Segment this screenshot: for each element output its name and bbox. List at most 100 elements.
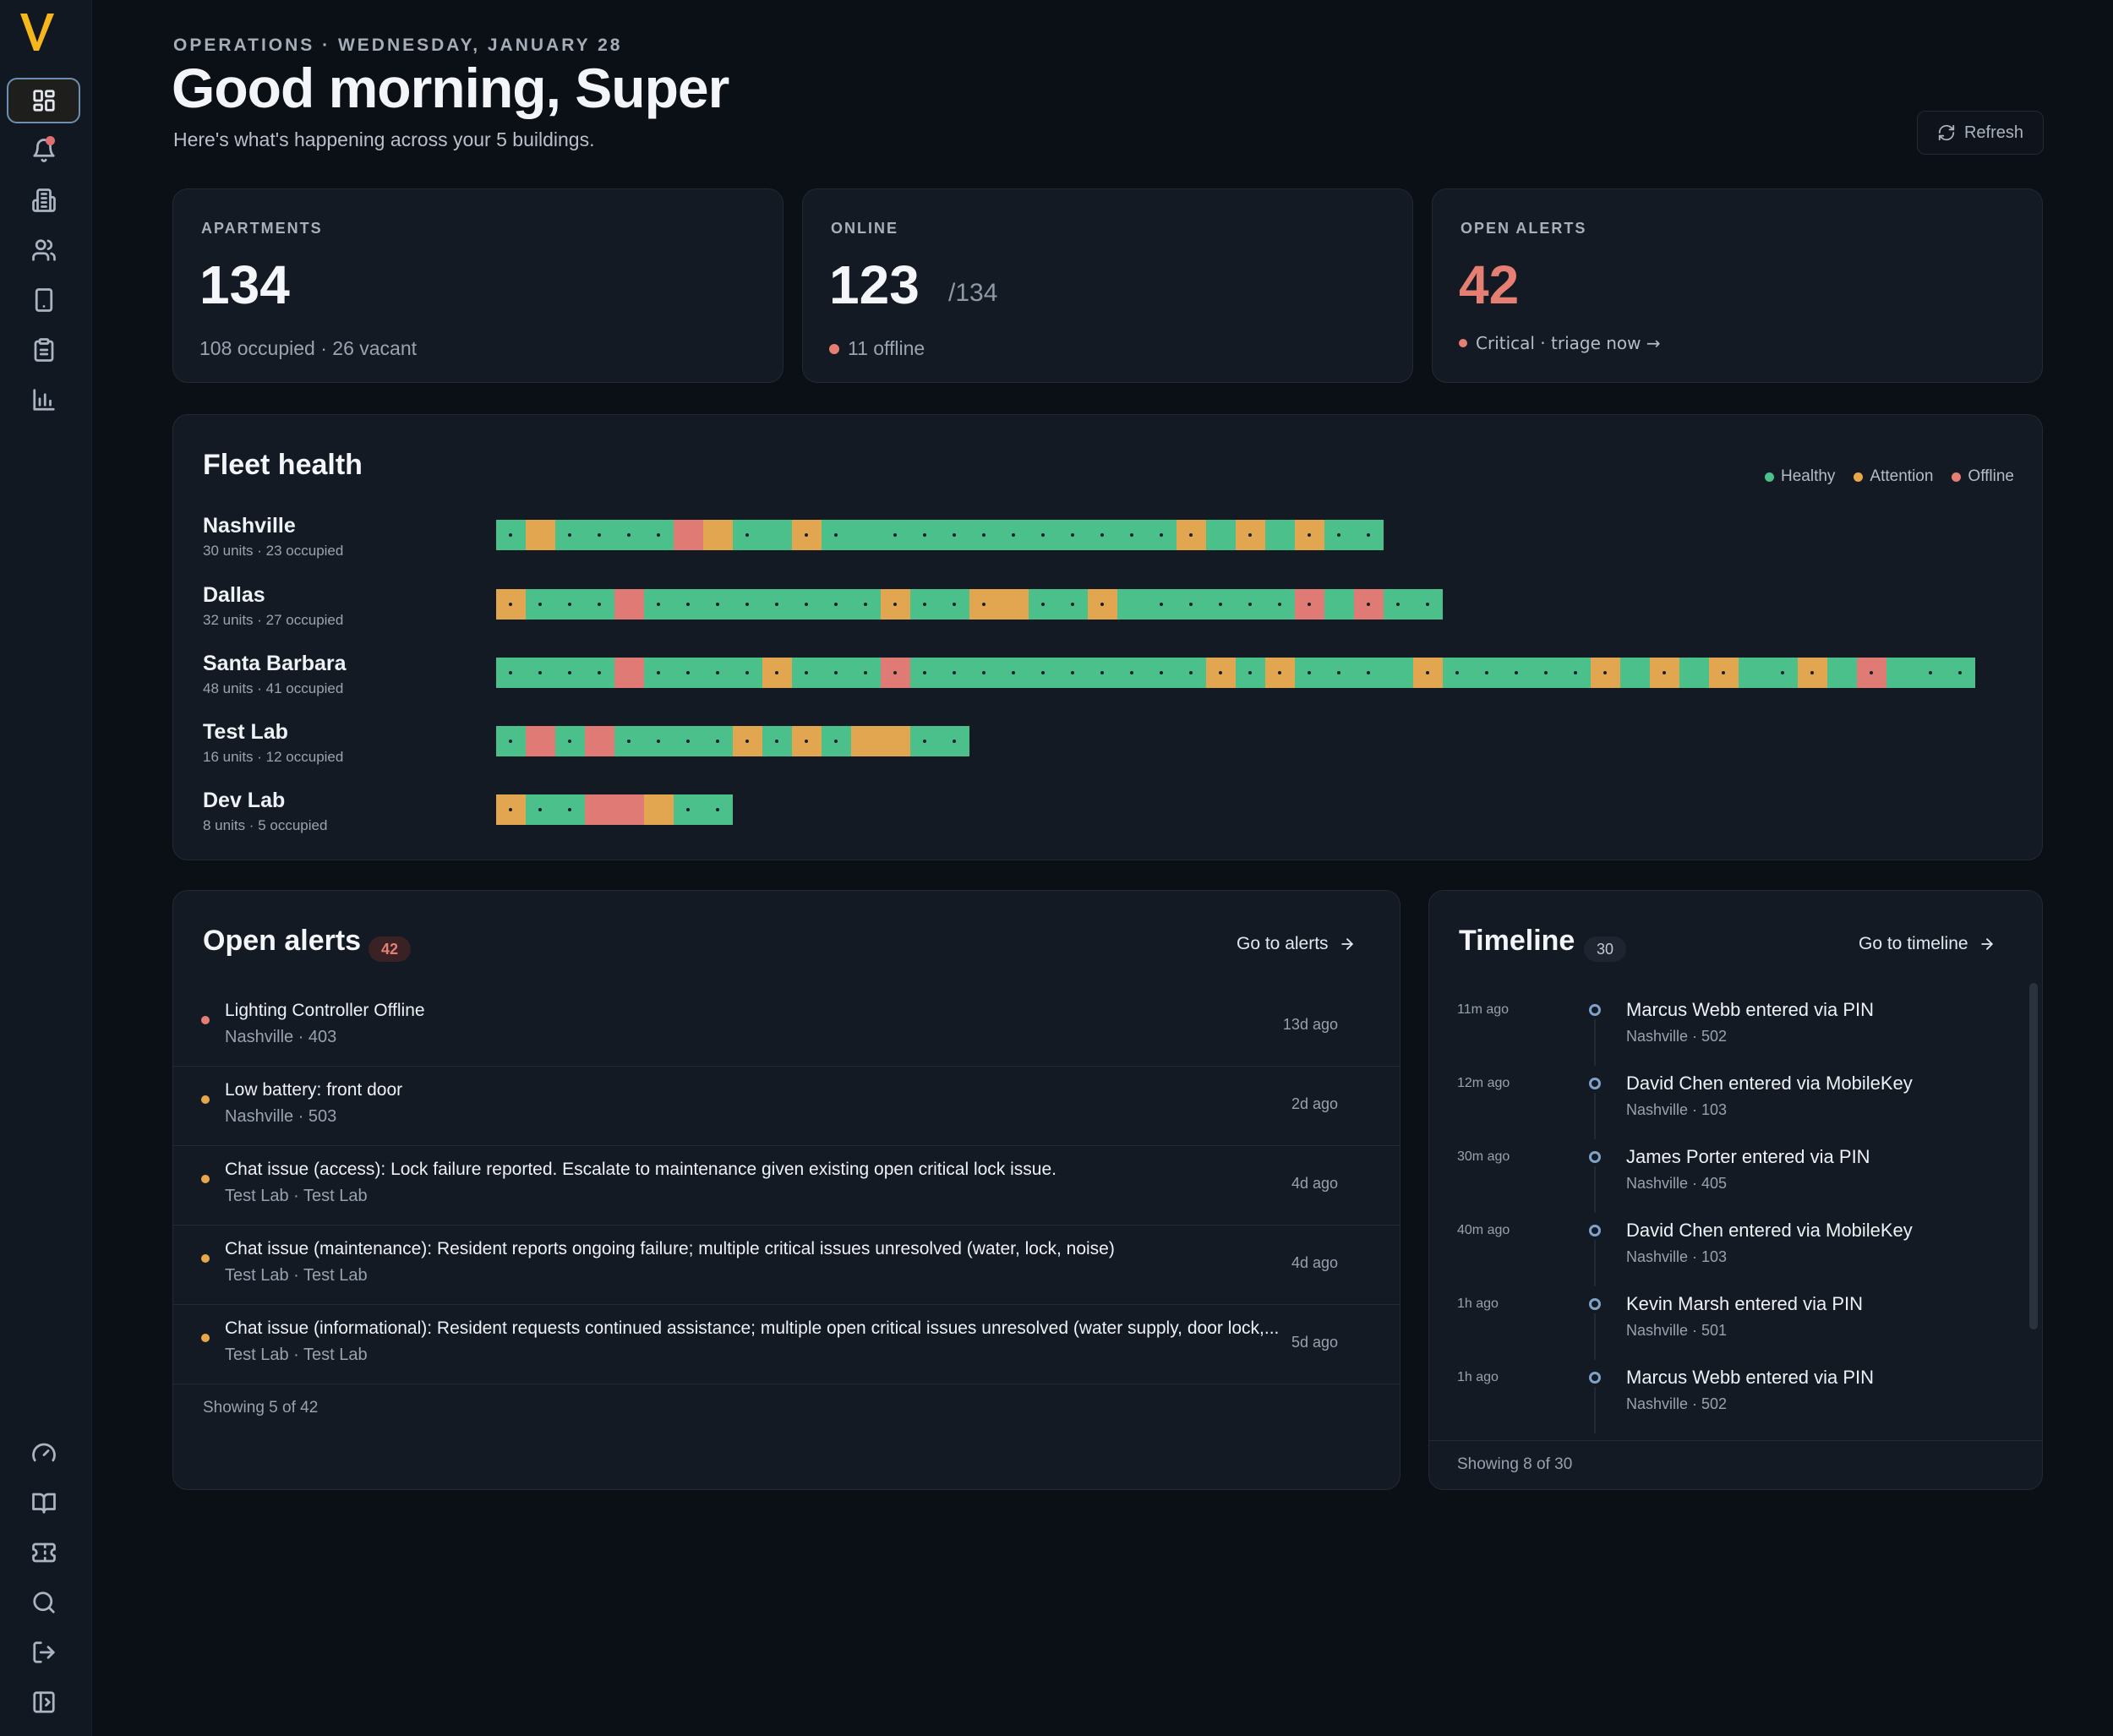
alert-row[interactable]: Chat issue (informational): Resident req… [173, 1305, 1400, 1384]
unit-cell-attention[interactable] [792, 726, 822, 756]
unit-cell-healthy[interactable] [1147, 520, 1177, 550]
unit-cell-healthy[interactable] [1354, 658, 1384, 688]
unit-cell-healthy[interactable] [526, 794, 555, 825]
nav-residents[interactable] [7, 227, 80, 273]
unit-cell-attention[interactable] [1591, 658, 1620, 688]
timeline-item[interactable]: 12m ago David Chen entered via MobileKey… [1429, 1064, 2042, 1139]
unit-cell-healthy[interactable] [1088, 520, 1117, 550]
nav-tasks[interactable] [7, 327, 80, 373]
unit-cell-healthy[interactable] [1472, 658, 1502, 688]
unit-cell-healthy[interactable] [1532, 658, 1561, 688]
unit-cell-healthy[interactable] [910, 520, 940, 550]
unit-cell-healthy[interactable] [555, 658, 585, 688]
unit-cell-attention[interactable] [1265, 658, 1295, 688]
timeline-item[interactable]: 1h ago Marcus Webb entered via PIN Nashv… [1429, 1358, 2042, 1433]
stat-card-open-alerts[interactable]: OPEN ALERTS 42 Critical · triage now → [1432, 188, 2043, 383]
unit-cell-healthy[interactable] [585, 658, 614, 688]
unit-cell-attention[interactable] [851, 726, 881, 756]
unit-cell-healthy[interactable] [910, 726, 940, 756]
unit-cell-attention[interactable] [999, 589, 1029, 620]
unit-cell-healthy[interactable] [940, 589, 969, 620]
unit-cell-healthy[interactable] [762, 726, 792, 756]
unit-cell-healthy[interactable] [703, 726, 733, 756]
unit-cell-healthy[interactable] [1117, 658, 1147, 688]
unit-cell-healthy[interactable] [674, 658, 703, 688]
unit-cell-healthy[interactable] [762, 520, 792, 550]
unit-cell-healthy[interactable] [703, 589, 733, 620]
unit-cell-healthy[interactable] [969, 520, 999, 550]
unit-cell-healthy[interactable] [614, 520, 644, 550]
nav-dashboard[interactable] [7, 78, 80, 123]
timeline-item[interactable]: 1h ago Kevin Marsh entered via PIN Nashv… [1429, 1285, 2042, 1360]
stat-card-apartments[interactable]: APARTMENTS 134 108 occupied · 26 vacant [172, 188, 784, 383]
unit-cell-healthy[interactable] [614, 726, 644, 756]
unit-cell-healthy[interactable] [1265, 589, 1295, 620]
unit-cell-healthy[interactable] [1502, 658, 1532, 688]
unit-cell-healthy[interactable] [1324, 589, 1354, 620]
unit-cell-offline[interactable] [1354, 589, 1384, 620]
unit-cell-attention[interactable] [1206, 658, 1236, 688]
nav-search[interactable] [7, 1580, 80, 1625]
unit-cell-offline[interactable] [614, 658, 644, 688]
alert-row[interactable]: Chat issue (access): Lock failure report… [173, 1146, 1400, 1226]
unit-cell-healthy[interactable] [822, 658, 851, 688]
unit-cell-healthy[interactable] [1561, 658, 1591, 688]
unit-cell-offline[interactable] [585, 794, 614, 825]
unit-cell-healthy[interactable] [1916, 658, 1946, 688]
nav-tickets[interactable] [7, 1530, 80, 1575]
unit-cell-healthy[interactable] [792, 589, 822, 620]
unit-cell-attention[interactable] [1413, 658, 1443, 688]
unit-cell-healthy[interactable] [674, 726, 703, 756]
unit-cell-healthy[interactable] [851, 658, 881, 688]
unit-cell-healthy[interactable] [585, 520, 614, 550]
triage-link[interactable]: Critical · triage now → [1459, 333, 1661, 353]
unit-cell-healthy[interactable] [674, 794, 703, 825]
timeline-item[interactable]: 11m ago Marcus Webb entered via PIN Nash… [1429, 991, 2042, 1066]
unit-cell-offline[interactable] [614, 794, 644, 825]
unit-cell-healthy[interactable] [910, 589, 940, 620]
unit-cell-attention[interactable] [496, 589, 526, 620]
unit-cell-healthy[interactable] [585, 589, 614, 620]
alert-row[interactable]: Low battery: front door Nashville · 503 … [173, 1067, 1400, 1146]
unit-cell-healthy[interactable] [555, 726, 585, 756]
nav-docs[interactable] [7, 1480, 80, 1526]
unit-cell-healthy[interactable] [910, 658, 940, 688]
brand-logo[interactable] [17, 10, 57, 54]
go-to-alerts-link[interactable]: Go to alerts [1237, 934, 1356, 954]
unit-cell-healthy[interactable] [1147, 589, 1177, 620]
refresh-button[interactable]: Refresh [1917, 111, 2044, 155]
unit-cell-attention[interactable] [1650, 658, 1679, 688]
timeline-item[interactable]: 30m ago James Porter entered via PIN Nas… [1429, 1138, 2042, 1213]
unit-cell-healthy[interactable] [526, 658, 555, 688]
unit-cell-healthy[interactable] [1295, 658, 1324, 688]
unit-cell-offline[interactable] [585, 726, 614, 756]
unit-cell-attention[interactable] [1236, 520, 1265, 550]
alert-row[interactable]: Lighting Controller Offline Nashville · … [173, 987, 1400, 1067]
unit-cell-healthy[interactable] [1206, 520, 1236, 550]
unit-cell-healthy[interactable] [822, 589, 851, 620]
unit-cell-healthy[interactable] [1058, 658, 1088, 688]
nav-buildings[interactable] [7, 177, 80, 223]
unit-cell-attention[interactable] [1295, 520, 1324, 550]
nav-reports[interactable] [7, 377, 80, 423]
unit-cell-healthy[interactable] [1413, 589, 1443, 620]
unit-cell-healthy[interactable] [969, 658, 999, 688]
unit-cell-attention[interactable] [1798, 658, 1827, 688]
unit-cell-healthy[interactable] [792, 658, 822, 688]
unit-cell-healthy[interactable] [1384, 589, 1413, 620]
nav-collapse[interactable] [7, 1679, 80, 1725]
unit-cell-healthy[interactable] [1265, 520, 1295, 550]
timeline-scrollbar[interactable] [2029, 983, 2038, 1329]
unit-cell-healthy[interactable] [1029, 658, 1058, 688]
unit-cell-attention[interactable] [1709, 658, 1739, 688]
unit-cell-healthy[interactable] [496, 658, 526, 688]
unit-cell-attention[interactable] [496, 794, 526, 825]
nav-logout[interactable] [7, 1630, 80, 1675]
nav-devices[interactable] [7, 277, 80, 323]
unit-cell-healthy[interactable] [644, 658, 674, 688]
nav-notifications[interactable] [7, 128, 80, 173]
unit-cell-healthy[interactable] [881, 520, 910, 550]
unit-cell-healthy[interactable] [822, 726, 851, 756]
unit-cell-healthy[interactable] [851, 589, 881, 620]
unit-cell-healthy[interactable] [940, 658, 969, 688]
